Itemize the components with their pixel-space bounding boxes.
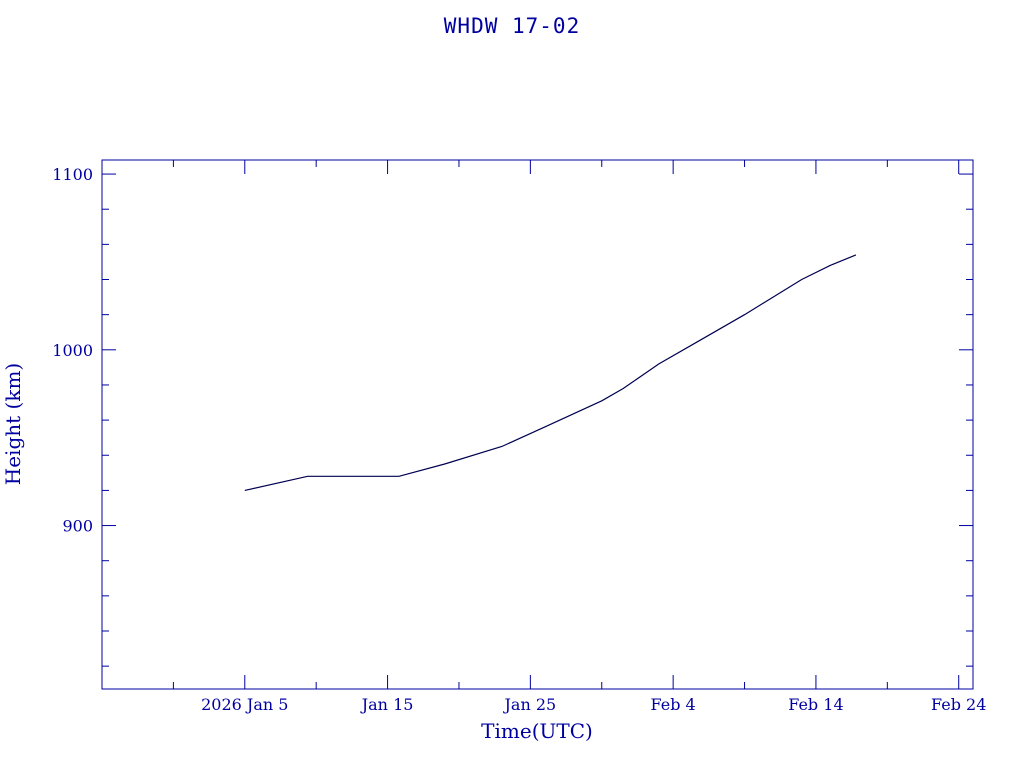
x-tick-label: Feb 4: [651, 695, 696, 714]
x-tick-label: Jan 25: [503, 695, 557, 714]
x-tick-label: Feb 14: [788, 695, 843, 714]
axis-ticks: [101, 160, 973, 689]
y-tick-label: 900: [62, 517, 93, 536]
x-tick-label: Jan 15: [360, 695, 414, 714]
series-line: [244, 254, 857, 491]
y-tick-label: 1000: [52, 341, 93, 360]
x-axis-label: Time(UTC): [481, 719, 593, 743]
series-layer: [244, 254, 857, 491]
y-axis-label: Height (km): [1, 363, 25, 485]
chart-title: WHDW 17-02: [443, 14, 581, 38]
plot-frame: [101, 159, 974, 690]
x-tick-label: Feb 24: [931, 695, 986, 714]
y-tick-labels: 900 1000 1100: [52, 165, 93, 535]
y-tick-label: 1100: [52, 165, 93, 184]
x-tick-labels: 2026 Jan 5 Jan 15 Jan 25 Feb 4 Feb 14 Feb 24: [201, 695, 986, 714]
x-tick-label: 2026 Jan 5: [201, 695, 288, 714]
